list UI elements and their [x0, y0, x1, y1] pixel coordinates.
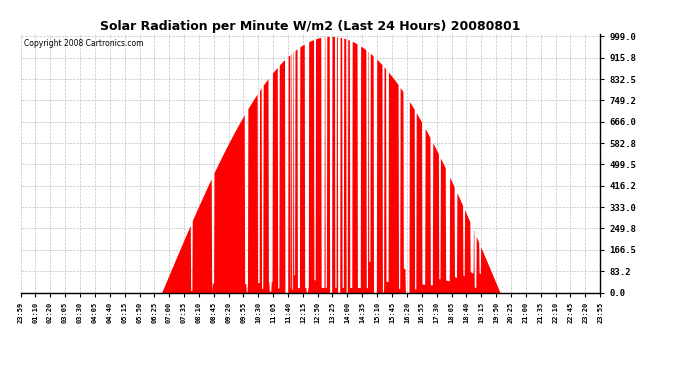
Title: Solar Radiation per Minute W/m2 (Last 24 Hours) 20080801: Solar Radiation per Minute W/m2 (Last 24…: [100, 20, 521, 33]
Text: Copyright 2008 Cartronics.com: Copyright 2008 Cartronics.com: [23, 39, 143, 48]
